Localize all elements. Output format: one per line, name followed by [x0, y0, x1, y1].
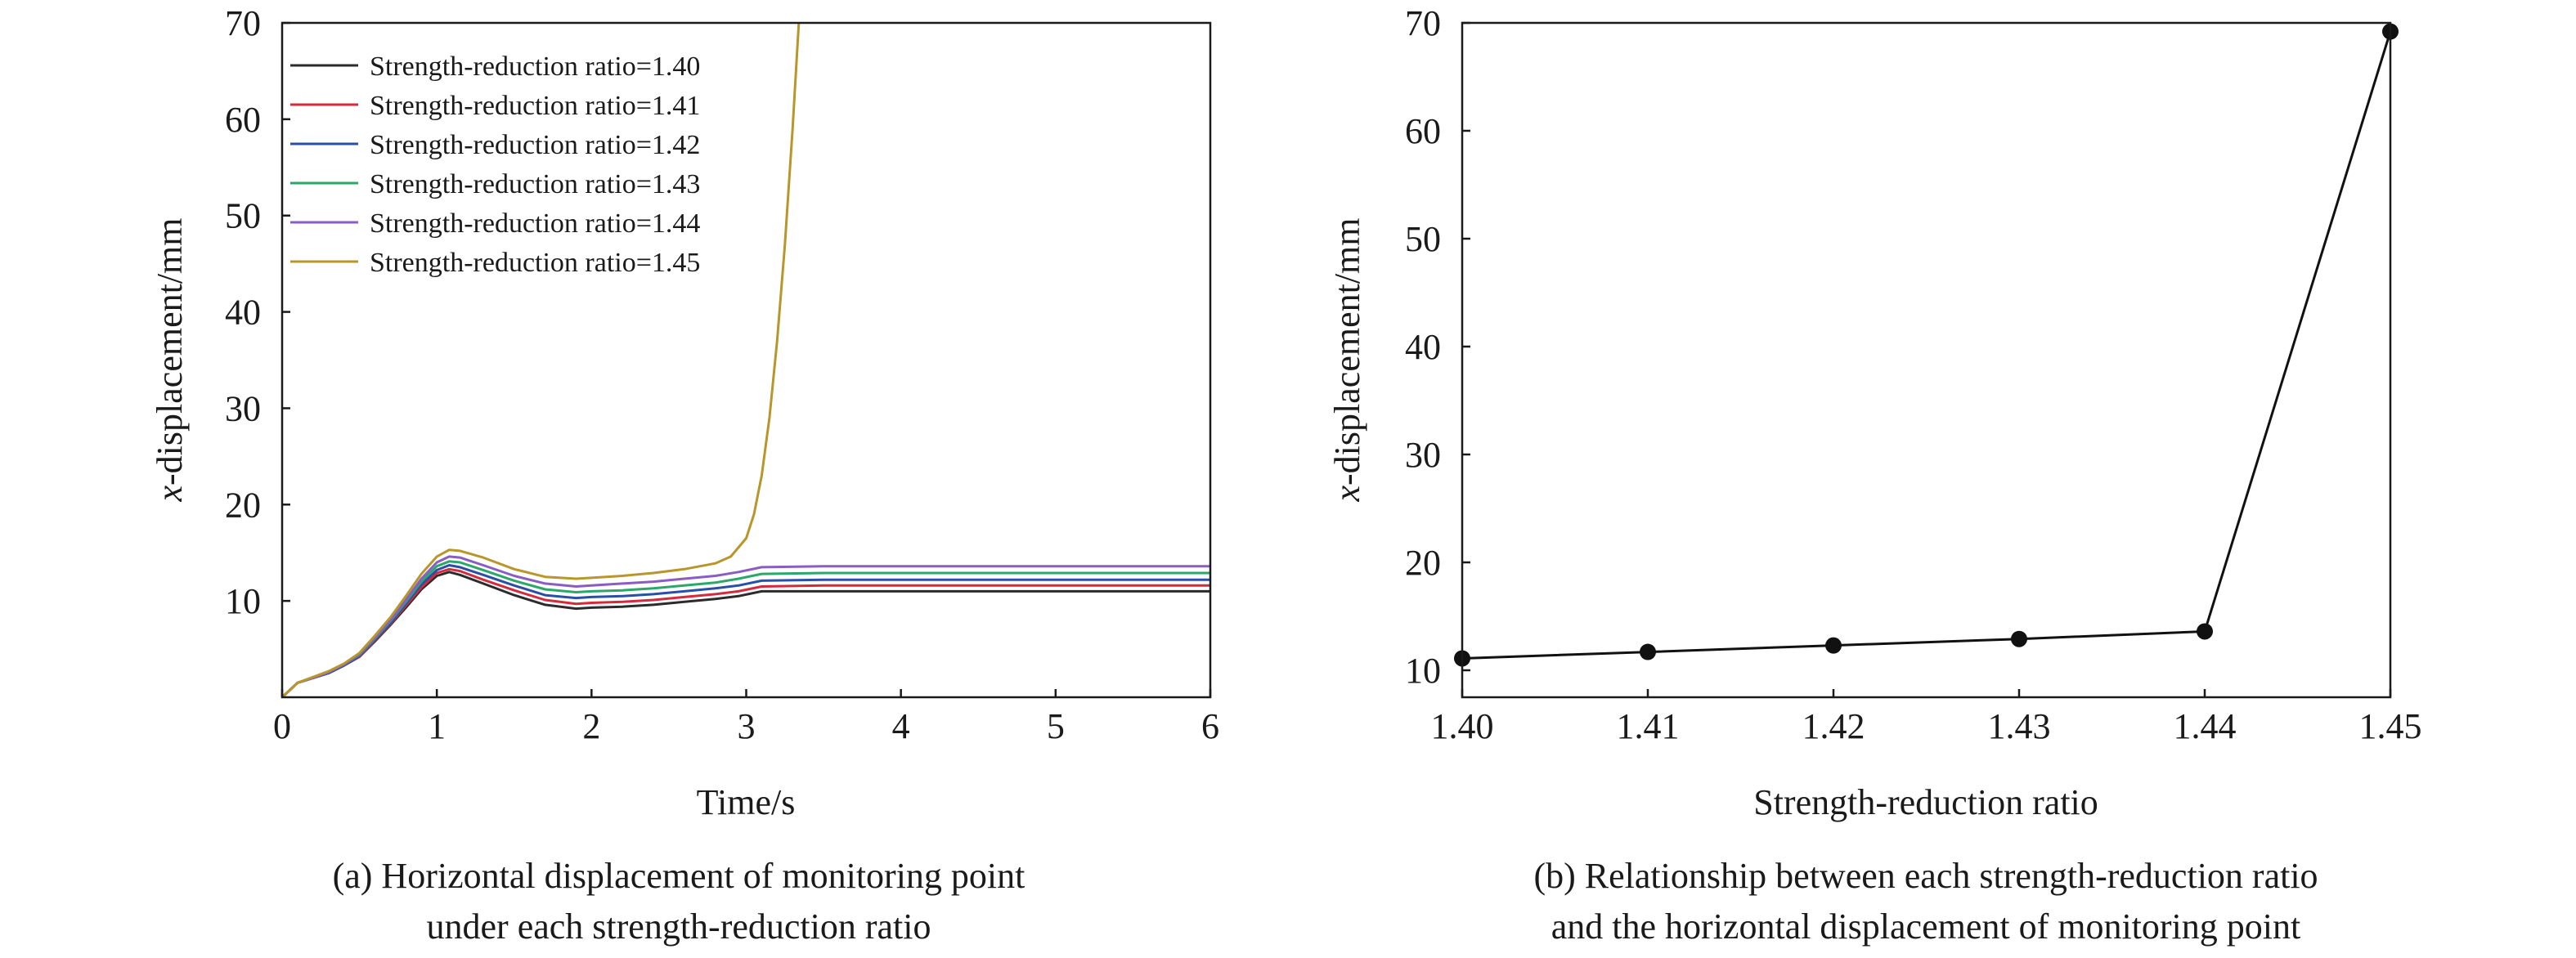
panel-b-xtick-label-4: 1.44 [2174, 706, 2237, 746]
panel-a-xtick-label-5: 5 [1047, 706, 1065, 746]
panel-a-series-line-3 [282, 560, 1210, 697]
panel-b-y-axis-label: x-displacement/mm [1327, 218, 1367, 503]
panel-a-plot-frame [280, 21, 1212, 699]
panel-b-ytick-label-3: 40 [1405, 327, 1441, 367]
panel-a-ytick-label-5: 60 [225, 100, 261, 140]
panel-a-y-axis-label: x-displacement/mm [150, 218, 190, 503]
panel-a-ytick-label-2: 30 [225, 388, 261, 428]
panel-a-xtick-label-2: 2 [582, 706, 600, 746]
panel-b-plot-frame [1461, 21, 2392, 699]
panel-a-x-axis-label: Time/s [697, 782, 796, 822]
panel-a-caption-line-1: (a) Horizontal displacement of monitorin… [333, 856, 1025, 896]
panel-b-x-axis-label: Strength-reduction ratio [1753, 782, 2098, 822]
panel-b-xtick-label-2: 1.42 [1802, 706, 1865, 746]
panel-a-ytick-label-1: 20 [225, 485, 261, 525]
panel-b-ytick-label-6: 70 [1405, 3, 1441, 43]
panel-b-data-point-4 [2197, 623, 2213, 640]
panel-b-ytick-label-0: 10 [1405, 651, 1441, 691]
panel-b-data-point-3 [2011, 630, 2027, 647]
panel-a-xtick-label-0: 0 [273, 706, 291, 746]
panel-a-series-group [282, 23, 1210, 697]
panel-a: 0 1 2 3 4 5 6 10 20 30 40 50 60 70 Strength-reductio… [150, 3, 1219, 947]
panel-a-legend-label-2: Strength-reduction ratio=1.42 [370, 130, 700, 160]
panel-b-caption-line-2: and the horizontal displacement of monit… [1551, 907, 2300, 947]
panel-a-y-axis-label-italic: x [150, 486, 190, 503]
panel-b-data-point-2 [1825, 637, 1842, 654]
panel-a-legend-label-1: Strength-reduction ratio=1.41 [370, 91, 700, 121]
panel-b: 1.40 1.41 1.42 1.43 1.44 1.45 10203040506070 … [1327, 3, 2422, 947]
panel-b-data-point-1 [1640, 643, 1656, 660]
panel-a-yticks: 10 20 30 40 50 60 70 [225, 3, 290, 621]
panel-b-series-line [1461, 31, 2392, 660]
panel-a-xtick-label-3: 3 [738, 706, 756, 746]
panel-a-series-line-5 [282, 23, 801, 697]
panel-b-y-axis-label-italic: x [1327, 486, 1367, 503]
panel-b-xtick-label-1: 1.41 [1617, 706, 1680, 746]
panel-b-caption-line-1: (b) Relationship between each strength-r… [1533, 856, 2318, 896]
panel-b-xtick-label-5: 1.45 [2359, 706, 2422, 746]
panel-b-y-axis-label-rest: -displacement/mm [1327, 218, 1367, 486]
panel-a-legend-label-4: Strength-reduction ratio=1.44 [370, 208, 700, 239]
panel-a-xtick-label-4: 4 [892, 706, 910, 746]
panel-b-xtick-label-3: 1.43 [1988, 706, 2051, 746]
panel-a-xticks: 0 1 2 3 4 5 6 [273, 689, 1219, 746]
panel-b-ytick-label-2: 30 [1405, 435, 1441, 475]
panel-a-xtick-label-1: 1 [428, 706, 446, 746]
panel-a-xtick-label-6: 6 [1201, 706, 1219, 746]
panel-a-legend: Strength-reduction ratio=1.40 Strength-re… [290, 51, 700, 278]
panel-b-xticks: 1.40 1.41 1.42 1.43 1.44 1.45 [1431, 689, 2422, 746]
panel-a-legend-label-0: Strength-reduction ratio=1.40 [370, 51, 700, 82]
panel-b-ytick-label-5: 60 [1405, 111, 1441, 151]
panel-b-ytick-label-1: 20 [1405, 543, 1441, 583]
panel-a-ytick-label-4: 50 [225, 196, 261, 236]
panel-a-caption-line-2: under each strength-reduction ratio [427, 907, 931, 947]
panel-a-ytick-label-3: 40 [225, 293, 261, 333]
panel-a-ytick-label-6: 70 [225, 3, 261, 43]
panel-b-ytick-label-4: 50 [1405, 219, 1441, 259]
panel-b-xtick-label-0: 1.40 [1431, 706, 1494, 746]
panel-b-yticks: 10 20 30 40 50 60 70 [1405, 3, 1470, 691]
panel-a-y-axis-label-rest: -displacement/mm [150, 218, 190, 486]
panel-a-series-line-1 [282, 567, 1210, 697]
panel-a-legend-label-5: Strength-reduction ratio=1.45 [370, 248, 700, 278]
panel-b-series-group [1454, 23, 2399, 667]
panel-a-ytick-label-0: 10 [225, 581, 261, 621]
panel-a-legend-label-3: Strength-reduction ratio=1.43 [370, 169, 700, 199]
